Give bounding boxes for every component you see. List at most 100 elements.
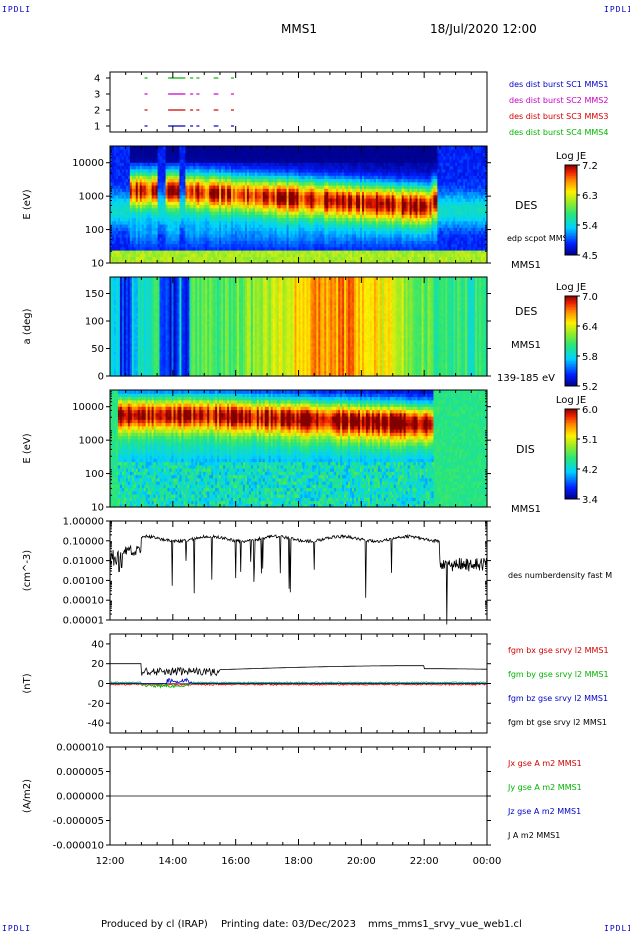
spectrogram-cell	[242, 194, 246, 199]
spectrogram-cell	[270, 243, 274, 248]
spectrogram-cell	[242, 149, 246, 154]
spectrogram-cell	[280, 217, 284, 222]
spectrogram-cell	[211, 243, 214, 248]
spectrogram-cell	[284, 259, 288, 264]
spectrogram-cell	[274, 253, 278, 258]
spectrogram-cell	[242, 246, 246, 251]
spectrogram-cell	[286, 240, 290, 245]
spectrogram-cell	[276, 253, 280, 258]
spectrogram-cell	[177, 211, 181, 215]
spectrogram-cell	[197, 243, 200, 248]
spectrogram-cell	[151, 250, 155, 254]
spectrogram-cell	[189, 240, 192, 245]
spectrogram-cell	[153, 259, 157, 264]
spectrogram-cell	[288, 256, 292, 261]
spectrogram-cell	[264, 194, 268, 199]
spectrogram-cell	[173, 194, 177, 199]
spectrogram-cell	[183, 207, 186, 212]
spectrogram-cell	[256, 175, 260, 180]
spectrogram-cell	[217, 201, 220, 206]
spectrogram-cell	[163, 178, 167, 183]
spectrogram-cell	[110, 162, 113, 167]
spectrogram-cell	[238, 194, 242, 199]
spectrogram-cell	[187, 175, 190, 180]
spectrogram-cell	[181, 172, 185, 176]
spectrogram-cell	[131, 146, 135, 150]
spectrogram-cell	[175, 256, 179, 261]
spectrogram-cell	[167, 259, 171, 264]
spectrogram-cell	[219, 175, 222, 180]
spectrogram-cell	[135, 240, 139, 245]
spectrogram-cell	[209, 256, 212, 261]
spectrogram-cell	[185, 214, 188, 219]
spectrogram-cell	[149, 259, 153, 264]
spectrogram-cell	[129, 227, 133, 232]
spectrogram-cell	[110, 198, 113, 202]
spectrogram-cell	[183, 194, 186, 199]
spectrogram-cell	[292, 191, 296, 196]
spectrogram-cell	[193, 246, 196, 251]
spectrogram-cell	[292, 168, 296, 173]
spectrogram-cell	[284, 250, 288, 254]
spectrogram-cell	[155, 233, 159, 238]
spectrogram-cell	[117, 259, 121, 264]
spectrogram-cell	[147, 217, 151, 222]
spectrogram-cell	[125, 146, 129, 150]
spectrogram-cell	[161, 204, 165, 209]
spectrogram-cell	[270, 204, 274, 209]
spectrogram-cell	[167, 256, 171, 261]
spectrogram-cell	[131, 233, 135, 238]
spectrogram-cell	[157, 185, 161, 189]
spectrogram-cell	[139, 246, 143, 251]
spectrogram-cell	[280, 149, 284, 154]
spectrogram-cell	[113, 172, 117, 176]
spectrogram-cell	[302, 220, 306, 225]
spectrogram-cell	[278, 220, 282, 225]
spectrogram-cell	[264, 162, 268, 167]
spectrogram-cell	[149, 159, 153, 163]
spectrogram-cell	[246, 198, 250, 202]
spectrogram-cell	[143, 172, 147, 176]
spectrogram-cell	[110, 240, 113, 245]
spectrogram-cell	[262, 188, 266, 193]
spectrogram-cell	[268, 253, 272, 258]
spectrogram-cell	[153, 149, 157, 154]
spectrogram-cell	[262, 227, 266, 232]
spectrogram-cell	[314, 155, 317, 160]
spectrogram-cell	[252, 230, 256, 235]
spectrogram-cell	[205, 198, 208, 202]
spectrogram-cell	[276, 259, 280, 264]
spectrogram-cell	[256, 233, 260, 238]
spectrogram-cell	[266, 194, 270, 199]
spectrogram-cell	[207, 250, 210, 254]
spectrogram-cell	[155, 230, 159, 235]
spectrogram-cell	[211, 220, 214, 225]
spectrogram-cell	[203, 191, 206, 196]
spectrogram-cell	[201, 152, 204, 157]
spectrogram-cell	[153, 243, 157, 248]
spectrogram-cell	[191, 243, 194, 248]
spectrogram-cell	[242, 178, 246, 183]
spectrogram-cell	[288, 230, 292, 235]
spectrogram-cell	[167, 181, 171, 186]
spectrogram-cell	[143, 194, 147, 199]
spectrogram-cell	[215, 243, 218, 248]
spectrogram-cell	[191, 159, 194, 163]
spectrogram-cell	[115, 146, 119, 150]
spectrogram-cell	[129, 162, 133, 167]
spectrogram-cell	[314, 250, 317, 254]
spectrogram-cell	[207, 178, 210, 183]
spectrogram-cell	[270, 250, 274, 254]
spectrogram-cell	[197, 259, 200, 264]
spectrogram-cell	[242, 243, 246, 248]
spectrogram-cell	[302, 159, 306, 163]
spectrogram-cell	[173, 243, 177, 248]
spectrogram-cell	[165, 162, 169, 167]
spectrogram-cell	[236, 198, 240, 202]
spectrogram-cell	[213, 259, 216, 264]
spectrogram-cell	[240, 188, 244, 193]
spectrogram-cell	[288, 227, 292, 232]
spectrogram-cell	[203, 230, 206, 235]
spectrogram-cell	[115, 227, 119, 232]
spectrogram-cell	[131, 162, 135, 167]
